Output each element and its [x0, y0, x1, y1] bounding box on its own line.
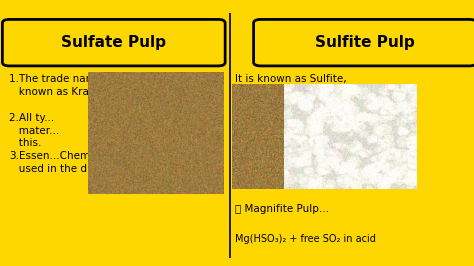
Text: ⓐ Magnifite Pulp...: ⓐ Magnifite Pulp... — [235, 204, 328, 214]
FancyBboxPatch shape — [2, 19, 225, 66]
FancyBboxPatch shape — [254, 19, 474, 66]
Text: Fib...
pr...                   and
Ho...: Fib... pr... and Ho... — [235, 136, 336, 171]
Text: Sulfite Pulp: Sulfite Pulp — [315, 35, 415, 50]
Text: Mg(HSO₃)₂ + free SO₂ in acid: Mg(HSO₃)₂ + free SO₂ in acid — [235, 234, 375, 244]
Text: 1.The trade name is also
   known as Kraft.

2.All ty...
   mater...
   this.
3.: 1.The trade name is also known as Kraft.… — [9, 74, 155, 174]
Text: Sulfate Pulp: Sulfate Pulp — [61, 35, 166, 50]
Text: It is known as Sulfite,
Magnifite Neutral Sulfate.: It is known as Sulfite, Magnifite Neutra… — [235, 74, 369, 97]
